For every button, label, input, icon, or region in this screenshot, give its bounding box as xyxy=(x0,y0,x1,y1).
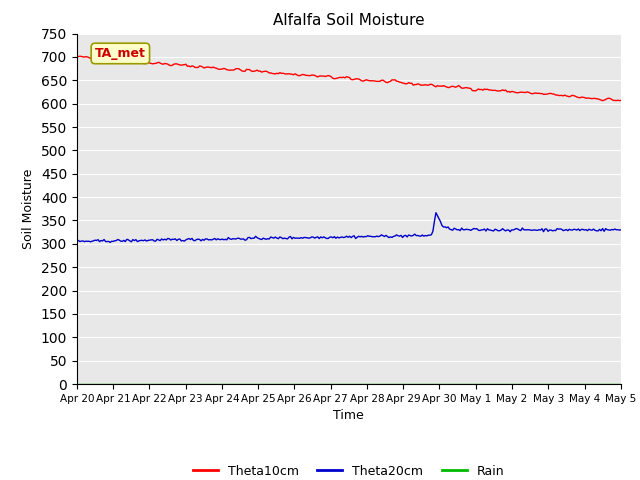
Theta20cm xyxy=(312,234,320,240)
Theta20cm xyxy=(106,240,114,245)
Theta10cm xyxy=(312,73,320,79)
Theta10cm xyxy=(141,61,149,67)
Theta10cm xyxy=(73,54,81,60)
Theta20cm xyxy=(255,236,262,241)
Theta20cm xyxy=(264,236,271,241)
Rain xyxy=(253,381,261,387)
Rain xyxy=(235,381,243,387)
Theta10cm xyxy=(255,68,262,74)
Theta10cm xyxy=(617,97,625,103)
Theta20cm xyxy=(141,237,149,243)
Theta10cm xyxy=(76,53,84,59)
Line: Theta20cm: Theta20cm xyxy=(77,213,621,242)
Rain xyxy=(311,381,319,387)
Y-axis label: Soil Moisture: Soil Moisture xyxy=(22,168,35,249)
Theta20cm xyxy=(432,210,440,216)
Rain xyxy=(617,381,625,387)
Theta10cm xyxy=(616,98,623,104)
Line: Theta10cm: Theta10cm xyxy=(77,56,621,101)
X-axis label: Time: Time xyxy=(333,409,364,422)
Theta10cm xyxy=(264,69,271,75)
Theta10cm xyxy=(237,67,244,73)
Rain xyxy=(140,381,147,387)
Rain xyxy=(73,381,81,387)
Theta20cm xyxy=(73,238,81,244)
Theta20cm xyxy=(617,227,625,233)
Theta20cm xyxy=(589,226,597,232)
Theta20cm xyxy=(237,236,244,242)
Rain xyxy=(587,381,595,387)
Title: Alfalfa Soil Moisture: Alfalfa Soil Moisture xyxy=(273,13,424,28)
Legend: Theta10cm, Theta20cm, Rain: Theta10cm, Theta20cm, Rain xyxy=(188,460,510,480)
Theta10cm xyxy=(588,96,596,102)
Text: TA_met: TA_met xyxy=(95,47,146,60)
Rain xyxy=(262,381,270,387)
